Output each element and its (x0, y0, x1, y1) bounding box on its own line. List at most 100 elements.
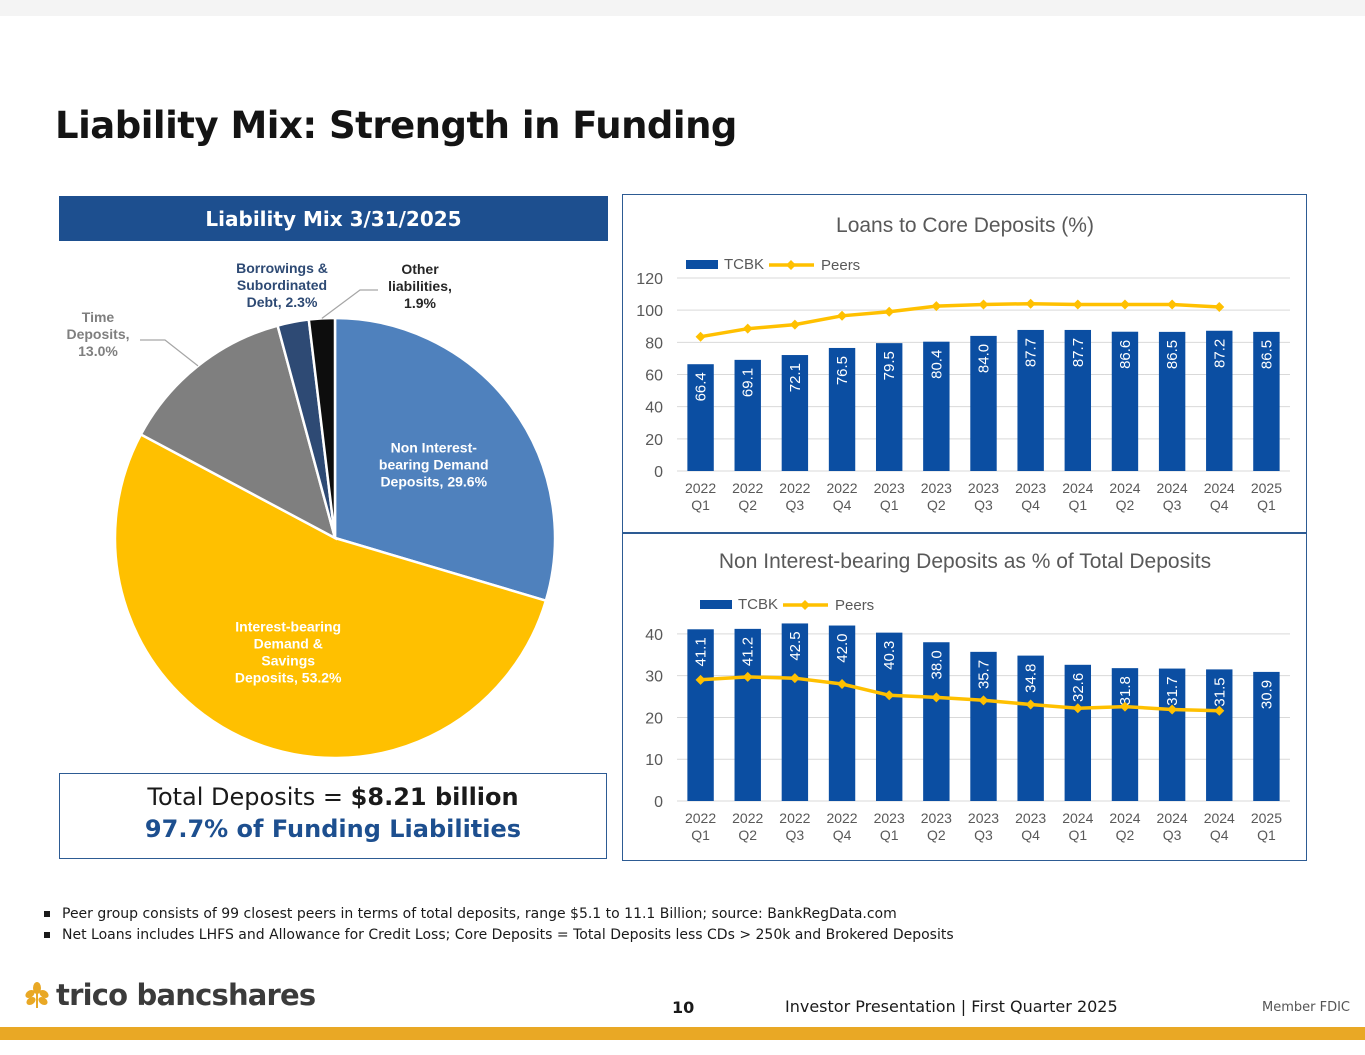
data-label: 72.1 (787, 363, 804, 392)
legend-swatch-tcbk (686, 260, 718, 269)
legend-swatch-tcbk (700, 600, 732, 609)
line-point (978, 695, 989, 706)
x-tick-label: 2022 Q2 (732, 810, 763, 843)
chart-title: Non Interest-bearing Deposits as % of To… (719, 550, 1211, 573)
line-point (884, 690, 895, 701)
pie-slice-label: Other liabilities, 1.9% (388, 261, 452, 311)
pie-slice (139, 324, 337, 541)
data-label: 80.4 (928, 350, 945, 379)
legend-label-peers: Peers (821, 257, 860, 274)
data-label: 41.2 (740, 637, 757, 666)
data-label: 87.7 (1023, 338, 1040, 367)
footnote-item: Net Loans includes LHFS and Allowance fo… (44, 927, 954, 943)
pie-chart-header: Liability Mix 3/31/2025 (59, 196, 608, 241)
data-label: 66.4 (693, 372, 710, 401)
line-point (931, 692, 942, 703)
data-label: 31.5 (1211, 677, 1228, 706)
bar (875, 343, 903, 471)
data-label: 86.5 (1258, 340, 1275, 369)
line-point (695, 674, 706, 685)
logo-text: trico bancshares (56, 978, 316, 1012)
bar (970, 335, 997, 471)
bar (687, 629, 714, 801)
x-tick-label: 2024 Q3 (1157, 810, 1188, 843)
data-label: 69.1 (740, 368, 757, 397)
line-point (978, 299, 989, 310)
x-tick-label: 2023 Q4 (1015, 480, 1046, 513)
bar (734, 628, 761, 801)
data-label: 38.0 (928, 650, 945, 679)
y-tick-label: 100 (636, 303, 663, 320)
y-tick-label: 20 (645, 432, 663, 449)
data-label: 86.6 (1117, 340, 1134, 369)
x-tick-label: 2023 Q3 (968, 810, 999, 843)
footnotes: Peer group consists of 99 closest peers … (44, 906, 954, 948)
top-band (0, 0, 1365, 16)
x-tick-label: 2024 Q3 (1157, 480, 1188, 513)
x-tick-label: 2022 Q4 (826, 810, 857, 843)
x-tick-label: 2024 Q4 (1204, 480, 1235, 513)
x-tick-label: 2022 Q1 (685, 810, 716, 843)
x-tick-label: 2023 Q4 (1015, 810, 1046, 843)
data-label: 87.7 (1070, 338, 1087, 367)
data-label: 34.8 (1023, 664, 1040, 693)
footnote-text: Net Loans includes LHFS and Allowance fo… (62, 927, 954, 943)
bar (1206, 669, 1233, 801)
bullet-icon (44, 911, 50, 917)
data-label: 42.5 (787, 631, 804, 660)
bar (1253, 671, 1280, 801)
total-deposits-box: Total Deposits = $8.21 billion 97.7% of … (59, 773, 607, 859)
bar (1064, 329, 1092, 471)
x-tick-label: 2025 Q1 (1251, 480, 1282, 513)
y-tick-label: 40 (645, 400, 663, 417)
data-label: 84.0 (976, 344, 993, 373)
data-label: 35.7 (976, 660, 993, 689)
x-tick-label: 2024 Q1 (1062, 480, 1093, 513)
data-label: 79.5 (881, 351, 898, 380)
line-point (837, 310, 848, 321)
y-tick-label: 80 (645, 335, 663, 352)
data-label: 40.3 (881, 641, 898, 670)
data-label: 30.9 (1258, 680, 1275, 709)
loans-to-core-deposits-chart: Loans to Core Deposits (%) 0 20 40 60 80 100 12… (636, 214, 1290, 513)
x-tick-label: 2023 Q2 (921, 810, 952, 843)
x-tick-label: 2022 Q1 (685, 480, 716, 513)
bar (1158, 331, 1186, 471)
data-label: 42.0 (834, 634, 851, 663)
legend-label-tcbk: TCBK (738, 596, 778, 613)
line-point (1025, 699, 1036, 710)
x-tick-label: 2022 Q3 (779, 480, 810, 513)
line-point (1119, 701, 1130, 712)
pie-slice-label: Borrowings & Subordinated Debt, 2.3% (236, 260, 328, 310)
series-line-peers (700, 675, 1220, 713)
member-fdic-label: Member FDIC (1262, 1000, 1351, 1015)
y-tick-label: 20 (645, 710, 663, 727)
pie-slice (307, 316, 337, 539)
line-point (789, 319, 800, 330)
legend-label-peers: Peers (835, 597, 874, 614)
bar (781, 623, 809, 801)
pie-slice-label: Time Deposits, 13.0% (66, 309, 129, 359)
x-tick-label: 2024 Q2 (1109, 810, 1140, 843)
bar (687, 364, 714, 471)
line-point (1167, 704, 1178, 715)
y-tick-label: 10 (645, 752, 663, 769)
bottom-accent-bar (0, 1027, 1365, 1040)
bar (734, 359, 761, 471)
data-label: 41.1 (693, 637, 710, 666)
loans-to-core-deposits-panel: Loans to Core Deposits (%) 0 20 40 60 80 100 12… (622, 194, 1307, 534)
y-tick-label: 60 (645, 368, 663, 385)
bar (923, 642, 950, 801)
bar (1111, 668, 1139, 801)
bar (781, 355, 809, 471)
y-tick-label: 0 (654, 464, 663, 481)
x-tick-label: 2022 Q4 (826, 480, 857, 513)
data-label: 31.7 (1164, 677, 1181, 706)
line-point (1214, 301, 1225, 312)
legend-marker-peers (800, 600, 810, 610)
page-title: Liability Mix: Strength in Funding (55, 104, 737, 147)
line-point (789, 673, 800, 684)
bar (828, 347, 856, 471)
trico-bancshares-logo: trico bancshares (24, 978, 316, 1012)
line-point (1072, 299, 1083, 310)
